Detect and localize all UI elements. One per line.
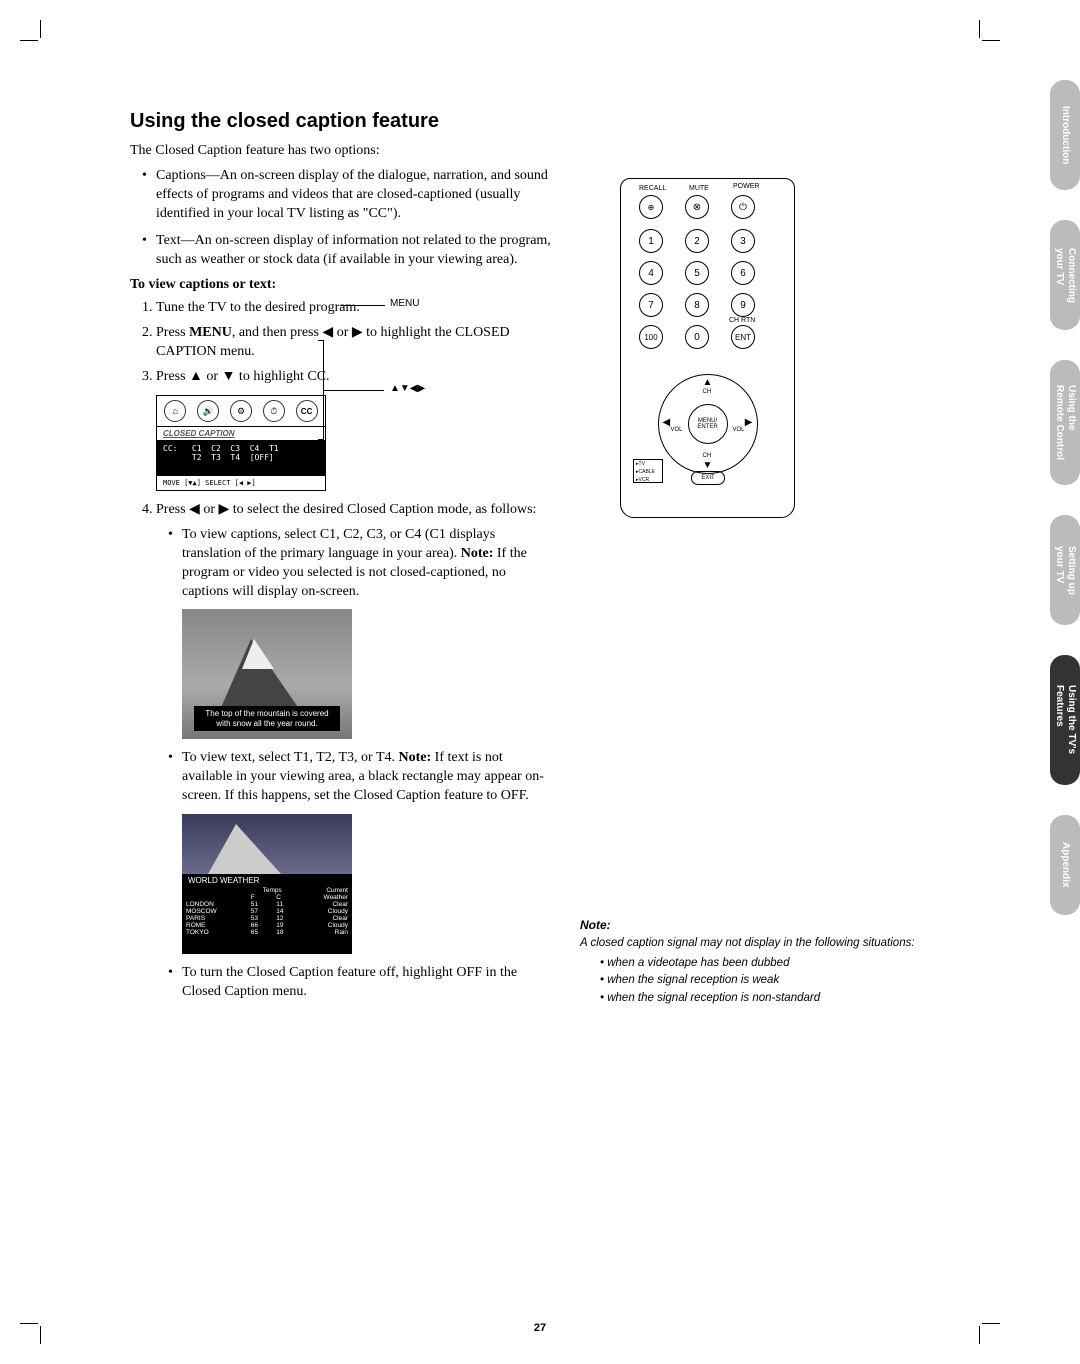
crop-mark	[960, 20, 1000, 60]
up-arrow-icon[interactable]: ▲	[703, 377, 713, 388]
crop-mark	[20, 1304, 60, 1344]
callout-menu: MENU	[390, 298, 419, 309]
side-tab-label: Appendix	[1059, 826, 1071, 904]
caption-example-screen: The top of the mountain is covered with …	[182, 609, 352, 739]
option-captions: Captions—An on-screen display of the dia…	[156, 167, 555, 224]
subhead: To view captions or text:	[130, 277, 555, 293]
text-example-screen: WORLD WEATHER TempsCurrent FCWeather LON…	[182, 814, 352, 954]
note-body: A closed caption signal may not display …	[580, 936, 950, 1006]
dpad: MENU/ENTER ▲ ▼ ◀ ▶ CH CH VOL VOL	[653, 369, 763, 479]
side-tab-label: Using the TV's Features	[1053, 669, 1077, 770]
mute-button[interactable]: ⊗	[685, 195, 709, 219]
table-row: MOSCOW5714Cloudy	[182, 908, 352, 915]
num-0-button[interactable]: 0	[685, 325, 709, 349]
num-5-button[interactable]: 5	[685, 261, 709, 285]
num-8-button[interactable]: 8	[685, 293, 709, 317]
callout-arrows: ▲▼◀▶	[390, 383, 425, 394]
label-mute: MUTE	[689, 185, 709, 192]
num-7-button[interactable]: 7	[639, 293, 663, 317]
crop-mark	[20, 20, 60, 60]
side-tab-label: Using the Remote Control	[1053, 369, 1077, 476]
note-item: when a videotape has been dubbed	[600, 956, 950, 972]
note-item: when the signal reception is non-standar…	[600, 991, 950, 1007]
num-9-button[interactable]: 9	[731, 293, 755, 317]
page-title: Using the closed caption feature	[130, 110, 950, 133]
side-tab-label: Connecting your TV	[1053, 232, 1077, 319]
num-6-button[interactable]: 6	[731, 261, 755, 285]
right-arrow-icon[interactable]: ▶	[745, 417, 753, 428]
callout-line	[340, 305, 385, 306]
crop-mark	[960, 1304, 1000, 1344]
weather-table: TempsCurrent FCWeather LONDON5111Clear M…	[182, 887, 352, 936]
osd-menu-diagram: ⌂ 🔊 ⚙ ⏱ CC CLOSED CAPTION CC: C1 C2 C3 C…	[156, 395, 326, 491]
label-vol: VOL	[732, 427, 744, 433]
table-row: TOKYO6518Rain	[182, 929, 352, 936]
label-ch: CH	[703, 453, 712, 459]
bullet-turn-off: To turn the Closed Caption feature off, …	[182, 964, 555, 1002]
num-4-button[interactable]: 4	[639, 261, 663, 285]
source-switch[interactable]: ▸TV ▸CABLE ▸VCR	[633, 459, 663, 483]
caption-overlay: The top of the mountain is covered with …	[194, 706, 340, 731]
label-power: POWER	[733, 183, 759, 190]
menu-label: CLOSED CAPTION	[157, 427, 325, 440]
side-tab-label: Introduction	[1059, 90, 1071, 180]
num-3-button[interactable]: 3	[731, 229, 755, 253]
label-chrtn: CH RTN	[729, 317, 755, 324]
num-2-button[interactable]: 2	[685, 229, 709, 253]
weather-title: WORLD WEATHER	[182, 874, 352, 887]
note-title: Note:	[580, 918, 950, 932]
label-recall: RECALL	[639, 185, 666, 192]
menu-enter-button[interactable]: MENU/ENTER	[688, 404, 728, 444]
num-1-button[interactable]: 1	[639, 229, 663, 253]
power-button[interactable]: ⏻	[731, 195, 755, 219]
label-vol: VOL	[671, 427, 683, 433]
side-tab-label: Setting up your TV	[1053, 530, 1077, 611]
left-arrow-icon[interactable]: ◀	[663, 417, 671, 428]
step-3: Press ▲ or ▼ to highlight CC.	[156, 368, 555, 387]
menu-body: CC: C1 C2 C3 C4 T1 T2 T3 T4 [OFF]	[157, 440, 325, 476]
menu-icon-cc: CC	[296, 400, 318, 422]
side-tab[interactable]: Setting up your TV	[1050, 515, 1080, 625]
side-tab[interactable]: Using the TV's Features	[1050, 655, 1080, 785]
menu-icon: ⌂	[164, 400, 186, 422]
menu-icon: ⚙	[230, 400, 252, 422]
intro-text: The Closed Caption feature has two optio…	[130, 143, 555, 159]
menu-icon: 🔊	[197, 400, 219, 422]
bullet-view-captions: To view captions, select C1, C2, C3, or …	[182, 526, 555, 602]
callout-line	[324, 390, 384, 391]
step-2: Press MENU, and then press ◀ or ▶ to hig…	[156, 324, 555, 362]
side-tabs: Introduction Connecting your TV Using the …	[1050, 80, 1080, 945]
note-item: when the signal reception is weak	[600, 973, 950, 989]
menu-footer: MOVE [▼▲] SELECT [◀ ▶]	[157, 476, 325, 490]
ent-button[interactable]: ENT	[731, 325, 755, 349]
down-arrow-icon[interactable]: ▼	[703, 460, 713, 471]
menu-icon: ⏱	[263, 400, 285, 422]
label-ch: CH	[703, 389, 712, 395]
exit-button[interactable]: EXIT	[691, 471, 725, 485]
side-tab[interactable]: Appendix	[1050, 815, 1080, 915]
page-number: 27	[534, 1322, 546, 1334]
recall-button[interactable]: ⊕	[639, 195, 663, 219]
bullet-view-text: To view text, select T1, T2, T3, or T4. …	[182, 749, 555, 806]
num-100-button[interactable]: 100	[639, 325, 663, 349]
table-row: ROME6619Cloudy	[182, 922, 352, 929]
option-text: Text—An on-screen display of information…	[156, 232, 555, 270]
table-row: PARIS5312Clear	[182, 915, 352, 922]
side-tab[interactable]: Introduction	[1050, 80, 1080, 190]
table-row: LONDON5111Clear	[182, 901, 352, 908]
side-tab[interactable]: Using the Remote Control	[1050, 360, 1080, 485]
step-4: Press ◀ or ▶ to select the desired Close…	[156, 501, 555, 520]
side-tab[interactable]: Connecting your TV	[1050, 220, 1080, 330]
remote-diagram: RECALL MUTE POWER ⊕ ⊗ ⏻ 1 2 3 4 5 6 7 8 …	[620, 178, 795, 518]
step-1: Tune the TV to the desired program.	[156, 299, 555, 318]
